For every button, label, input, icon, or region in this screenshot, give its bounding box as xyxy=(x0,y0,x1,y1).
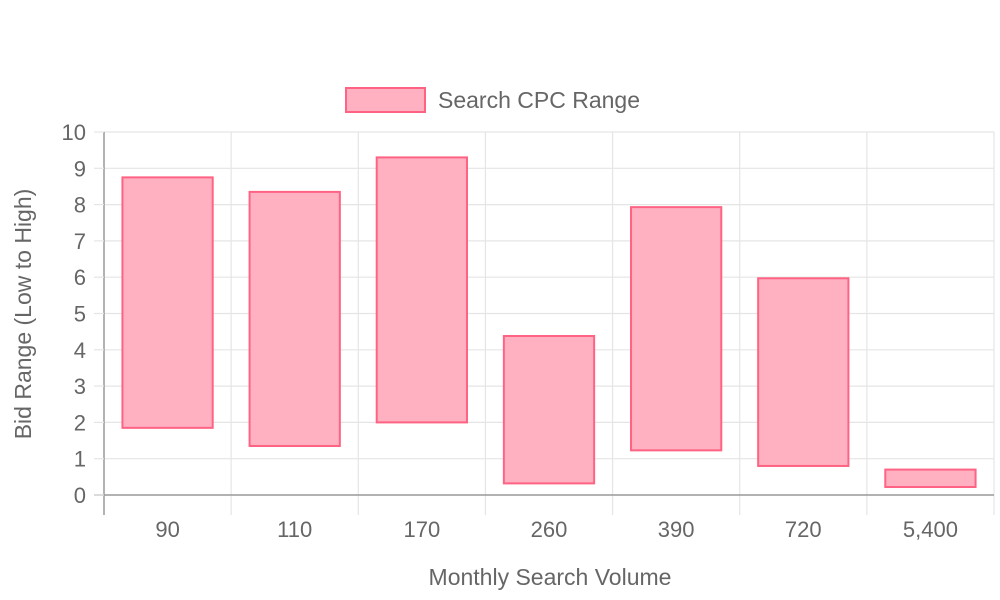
bar[interactable] xyxy=(502,335,596,485)
bar[interactable] xyxy=(121,176,214,429)
legend-swatch xyxy=(345,87,426,113)
x-axis-ticks: 90 110 170 260 390 720 5,400 xyxy=(155,517,958,542)
x-tick-label: 90 xyxy=(155,517,179,542)
y-tick-label: 0 xyxy=(74,483,86,508)
y-tick-label: 2 xyxy=(74,410,86,435)
y-axis-title: Bid Range (Low to High) xyxy=(10,189,36,440)
y-tick-label: 8 xyxy=(74,193,86,218)
x-tick-label: 170 xyxy=(403,517,440,542)
y-tick-label: 3 xyxy=(74,374,86,399)
legend[interactable]: Search CPC Range xyxy=(345,87,640,113)
y-tick-label: 7 xyxy=(74,229,86,254)
y-tick-label: 9 xyxy=(74,156,86,181)
y-tick-label: 10 xyxy=(62,120,86,145)
bar[interactable] xyxy=(884,468,977,489)
y-tick-label: 4 xyxy=(74,338,86,363)
x-tick-label: 5,400 xyxy=(903,517,958,542)
y-tick-label: 1 xyxy=(74,447,86,472)
bar[interactable] xyxy=(630,206,723,452)
legend-label: Search CPC Range xyxy=(438,87,640,113)
bar[interactable] xyxy=(375,156,468,424)
x-tick-label: 260 xyxy=(531,517,568,542)
bar[interactable] xyxy=(248,190,341,447)
x-tick-label: 720 xyxy=(785,517,822,542)
y-tick-label: 5 xyxy=(74,302,86,327)
y-axis-ticks: 0 1 2 3 4 5 6 7 8 9 10 xyxy=(62,120,104,508)
bars xyxy=(121,156,977,489)
bar[interactable] xyxy=(757,277,850,467)
axes xyxy=(94,132,994,515)
x-tick-label: 390 xyxy=(658,517,695,542)
x-tick-label: 110 xyxy=(277,517,312,542)
y-tick-label: 6 xyxy=(74,265,86,290)
x-axis-title: Monthly Search Volume xyxy=(429,564,672,590)
